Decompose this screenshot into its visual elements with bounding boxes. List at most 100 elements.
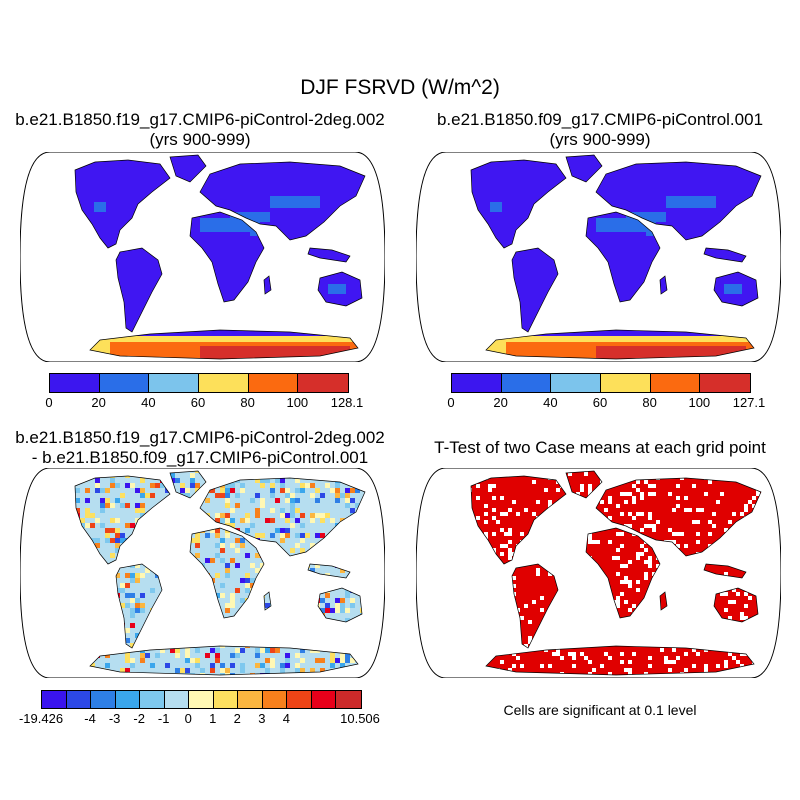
coastline [595,161,762,241]
non-significant-cell [524,508,528,512]
non-significant-cell [616,604,620,608]
grid-cell [240,523,245,528]
non-significant-cell [508,532,512,536]
grid-cell [140,593,145,598]
colorbar-tick-label: 0 [45,395,53,410]
grid-cell [225,488,230,493]
grid-cell [120,488,125,493]
land-madagascar [264,276,271,294]
grid-cell [190,478,195,483]
non-significant-cell [672,648,676,652]
non-significant-cell [492,496,496,500]
grid-cell [110,663,115,668]
grid-cell [75,488,80,493]
grid-cell [300,533,305,538]
grid-cell [335,658,340,663]
non-significant-cell [568,472,572,476]
grid-cell [355,613,360,618]
non-significant-cell [476,496,480,500]
grid-cell [295,498,300,503]
grid-cell [155,668,160,673]
grid-cell [375,673,380,678]
grid-cell [285,658,290,663]
grid-cell [185,663,190,668]
grid-cell [95,543,100,548]
non-significant-cell [684,652,688,656]
grid-cell [200,533,205,538]
grid-cell [265,493,270,498]
grid-cell [280,508,285,513]
grid-cell [230,543,235,548]
grid-cell [345,493,350,498]
non-significant-cell [724,572,728,576]
grid-cell [250,523,255,528]
grid-cell [375,468,380,473]
grid-cell [115,548,120,553]
grid-cell [195,543,200,548]
grid-cell [220,558,225,563]
grid-cell [215,543,220,548]
grid-cell [210,488,215,493]
non-significant-cell [588,484,592,488]
grid-cell [335,493,340,498]
grid-cell [245,503,250,508]
grid-cell [230,523,235,528]
grid-cell [270,483,275,488]
non-significant-cell [636,580,640,584]
grid-cell [135,563,140,568]
grid-cell [225,503,230,508]
grid-cell [350,508,355,513]
grid-cell [265,478,270,483]
grid-cell [80,513,85,518]
grid-cell [140,608,145,613]
non-significant-cell [572,664,576,668]
coastline [307,247,351,263]
grid-cell [135,573,140,578]
grid-cell [340,493,345,498]
land-islands [308,248,350,262]
colorbar-tick-label: -4 [84,711,96,726]
non-significant-cell [740,652,744,656]
grid-cell [230,513,235,518]
grid-cell [320,563,325,568]
grid-cell [130,483,135,488]
grid-cell [135,578,140,583]
non-significant-cell [732,588,736,592]
non-significant-cell [516,512,520,516]
grid-cell [220,653,225,658]
colorbar-case2 [451,373,751,393]
grid-cell [150,663,155,668]
grid-cell [340,653,345,658]
grid-cell [115,533,120,538]
grid-cell [140,508,145,513]
grid-cell [235,588,240,593]
grid-cell [310,543,315,548]
grid-cell [205,558,210,563]
non-significant-cell [688,508,692,512]
grid-cell [310,668,315,673]
non-significant-cell [420,488,424,492]
non-significant-cell [608,540,612,544]
non-significant-cell [672,540,676,544]
non-significant-cell [540,664,544,668]
non-significant-cell [576,492,580,496]
grid-cell [125,483,130,488]
grid-cell [335,588,340,593]
map-panel-case1 [20,152,385,362]
colorbar-swatch [551,374,601,392]
non-significant-cell [608,656,612,660]
non-significant-cell [672,508,676,512]
coastline [713,271,759,307]
non-significant-cell [580,488,584,492]
grid-cell [280,533,285,538]
non-significant-cell [692,648,696,652]
grid-cell [100,503,105,508]
non-significant-cell [640,552,644,556]
grid-cell [140,503,145,508]
grid-cell [300,523,305,528]
grid-cell [315,563,320,568]
panel3-title: b.e21.B1850.f19_g17.CMIP6-piControl-2deg… [0,428,400,468]
grid-cell [240,518,245,523]
grid-cell [310,568,315,573]
non-significant-cell [528,640,532,644]
